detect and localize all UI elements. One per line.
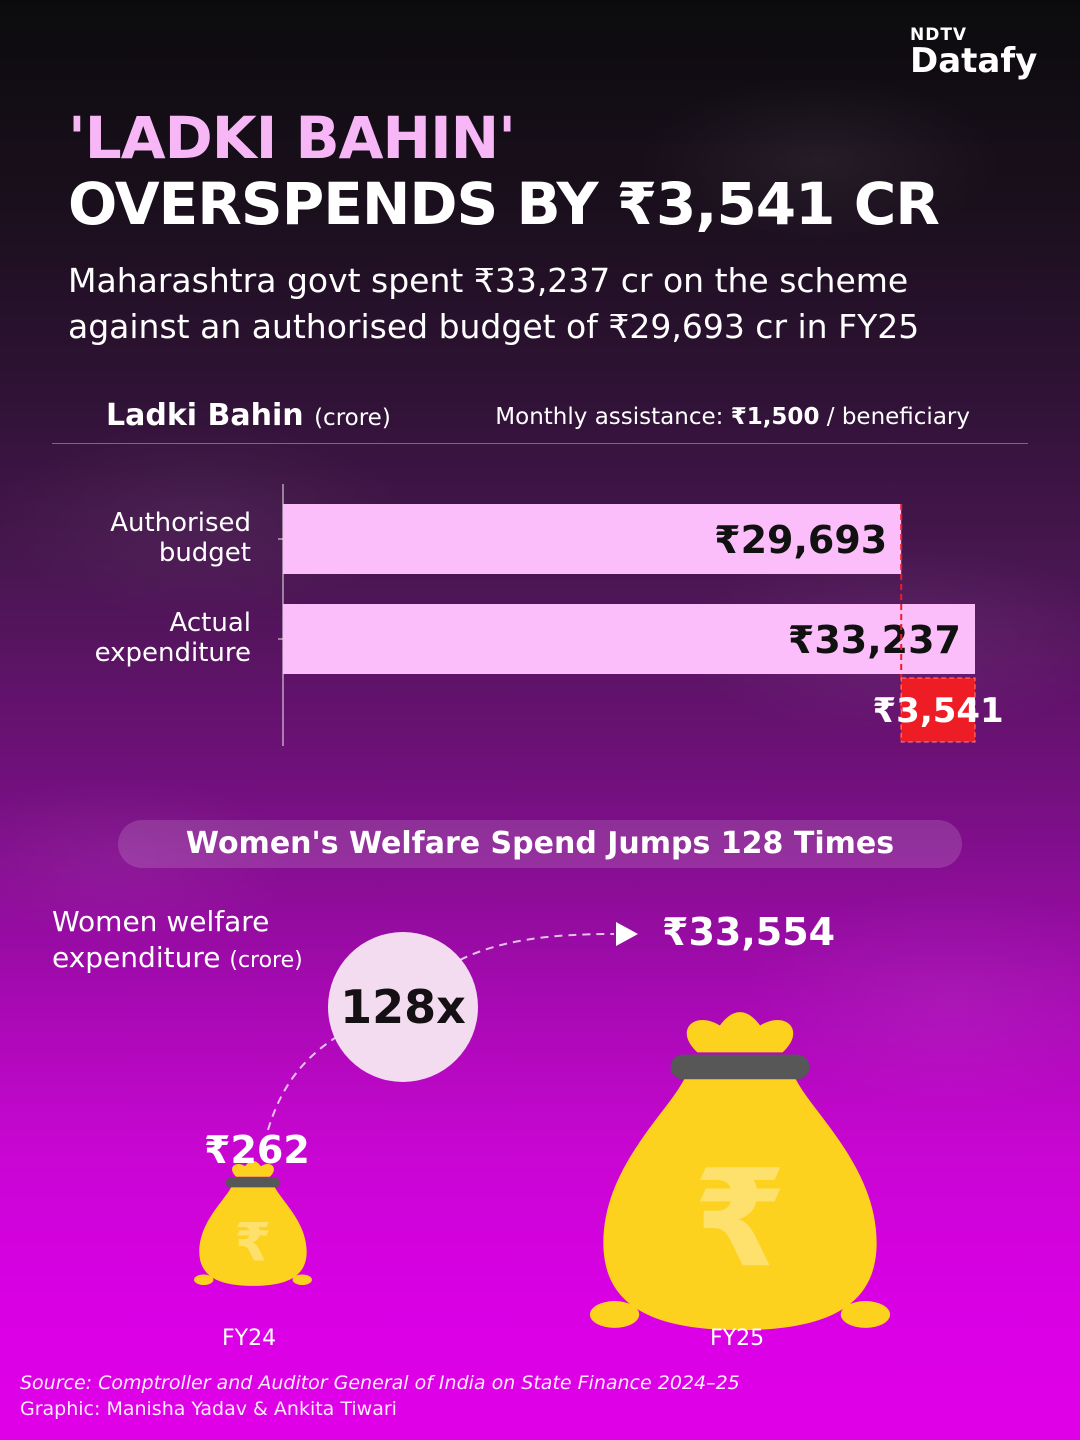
- bag-neck: [686, 1012, 794, 1053]
- fy24-label: FY24: [222, 1326, 277, 1351]
- bag-body: [199, 1185, 307, 1286]
- bag-foot: [292, 1274, 312, 1286]
- source-note: Source: Comptroller and Auditor General …: [20, 1372, 740, 1394]
- growth-arrow-curve: [267, 1035, 339, 1131]
- monthly-assistance-note: Monthly assistance: ₹1,500 / beneficiary: [495, 404, 970, 430]
- bar-authorised-budget: [283, 504, 902, 574]
- bag-foot: [840, 1301, 891, 1328]
- bag-foot: [589, 1301, 640, 1328]
- bar-value-label: ₹29,693: [714, 518, 887, 562]
- graphic-credit: Graphic: Manisha Yadav & Ankita Tiwari: [20, 1398, 397, 1420]
- multiplier-badge: 128x: [328, 932, 478, 1082]
- bar-chart-header: Ladki Bahin (crore) Monthly assistance: …: [52, 398, 1028, 444]
- logo-ndtv: NDTV: [910, 25, 968, 45]
- money-bag-icon-fy24: ₹: [194, 1160, 312, 1286]
- headline-line-2: OVERSPENDS BY ₹3,541 CR: [68, 170, 940, 238]
- overspend-bar: [900, 677, 976, 743]
- bar-value-label: ₹33,237: [788, 618, 961, 662]
- women-welfare-label-line-2-text: expenditure: [52, 941, 221, 974]
- bag-body: [603, 1074, 877, 1331]
- arrow-head-icon: [616, 922, 638, 946]
- fy24-value-label: ₹262: [204, 1128, 310, 1172]
- category-label: expenditure: [95, 638, 251, 668]
- category-label: budget: [159, 538, 251, 568]
- note-suffix: / beneficiary: [819, 404, 970, 430]
- women-welfare-label-line-2: expenditure (crore): [52, 940, 303, 979]
- note-value: ₹1,500: [730, 404, 820, 430]
- note-prefix: Monthly assistance:: [495, 404, 731, 430]
- rupee-icon: ₹: [235, 1212, 272, 1273]
- fy25-label: FY25: [710, 1326, 765, 1351]
- bag-band: [225, 1177, 281, 1188]
- category-label: Authorised: [110, 508, 251, 538]
- section-title-pill: Women's Welfare Spend Jumps 128 Times: [118, 820, 962, 868]
- bag-foot: [194, 1274, 214, 1286]
- category-label: Actual: [170, 608, 251, 638]
- rupee-icon: ₹: [693, 1140, 787, 1297]
- bag-band: [670, 1054, 810, 1080]
- ndtv-datafy-logo: NDTV Datafy: [910, 26, 1050, 78]
- subtitle: Maharashtra govt spent ₹33,237 cr on the…: [68, 261, 920, 346]
- women-welfare-label-line-1: Women welfare: [52, 905, 270, 938]
- bar-chart-title: Ladki Bahin (crore): [106, 398, 391, 433]
- logo-datafy: Datafy: [910, 41, 1038, 81]
- fy25-value-label: ₹33,554: [662, 910, 836, 954]
- growth-arrow-curve: [459, 933, 615, 961]
- bar-actual-expenditure: [283, 604, 975, 674]
- women-welfare-unit: (crore): [229, 948, 303, 973]
- bar-chart-unit: (crore): [314, 405, 391, 431]
- overspend-value-label: ₹3,541: [873, 691, 1004, 731]
- bar-chart-title-text: Ladki Bahin: [106, 398, 304, 433]
- money-bag-icon-fy25: ₹: [589, 1012, 891, 1331]
- headline-line-1: 'LADKI BAHIN': [68, 104, 516, 172]
- women-welfare-label: Women welfare expenditure (crore): [52, 904, 303, 979]
